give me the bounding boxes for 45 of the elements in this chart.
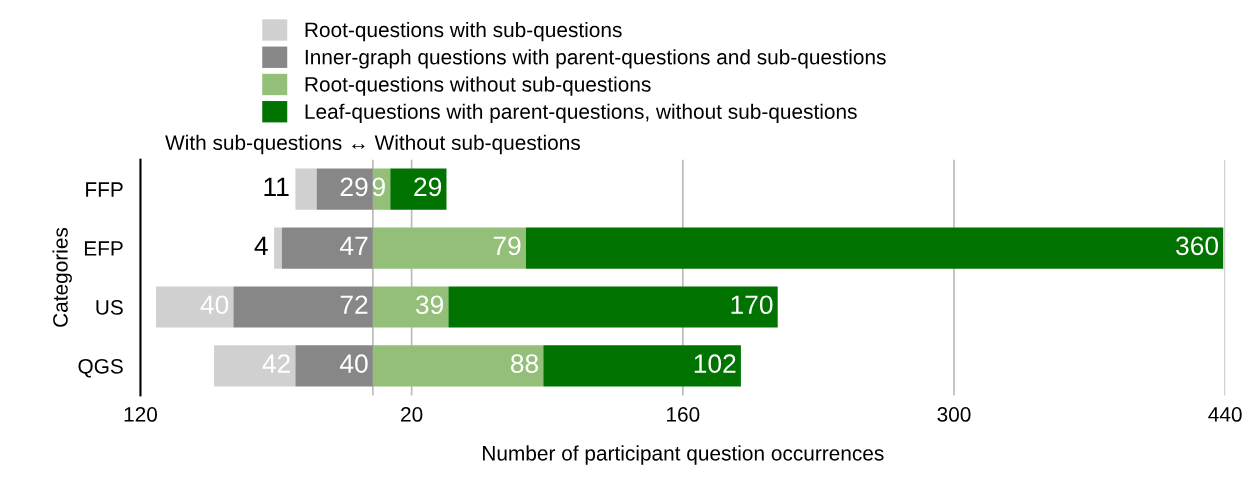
legend-label: Leaf-questions with parent-questions, without sub-questions: [305, 103, 857, 124]
legend-label: Inner-graph questions with parent-questions and sub-questions: [305, 49, 886, 69]
data-label: 72: [340, 295, 368, 314]
y-tick-label: US: [96, 300, 123, 315]
bar: [295, 168, 317, 210]
x-tick-label: 440: [1208, 407, 1242, 422]
y-tick-label: FFP: [86, 182, 123, 197]
bar: [155, 286, 234, 328]
x-tick-label: 120: [124, 407, 158, 422]
data-label: 360: [1176, 236, 1219, 256]
bar: [274, 227, 282, 269]
data-label: 88: [510, 354, 539, 373]
bar: [316, 168, 373, 210]
bar: [295, 345, 373, 387]
y-axis-title: Categories: [52, 227, 72, 327]
bar: [372, 345, 544, 387]
ref-line-label: With sub-questions ↔ Without sub-questions: [165, 134, 580, 155]
annotation: 4: [254, 236, 268, 255]
bar: [543, 345, 741, 387]
bar: [525, 227, 1224, 269]
data-label: 47: [339, 236, 368, 255]
bar: [214, 345, 296, 387]
data-label: 29: [340, 177, 368, 197]
data-label: 102: [694, 354, 736, 373]
bar: [372, 286, 449, 328]
data-label: 39: [415, 295, 444, 315]
data-label: 79: [493, 236, 521, 256]
legend-label: Root-questions without sub-questions: [305, 76, 651, 96]
data-label: 170: [731, 295, 773, 315]
bar: [372, 227, 526, 269]
y-tick-label: QGS: [78, 358, 123, 378]
data-label: 40: [339, 354, 368, 373]
legend-label: Root-questions with sub-questions: [305, 21, 622, 42]
bar: [448, 286, 778, 328]
bar: [233, 286, 373, 328]
x-tick-label: 160: [667, 407, 700, 422]
bar: [281, 227, 373, 269]
x-tick-label: 300: [937, 407, 971, 422]
x-tick-label: 20: [401, 407, 423, 422]
y-tick-label: EFP: [84, 241, 123, 256]
bar: [390, 168, 447, 210]
x-axis-title: Number of participant question occurrences: [483, 445, 884, 465]
data-label: 9: [372, 177, 385, 197]
data-label: 29: [414, 177, 442, 197]
annotation: 11: [264, 177, 289, 196]
